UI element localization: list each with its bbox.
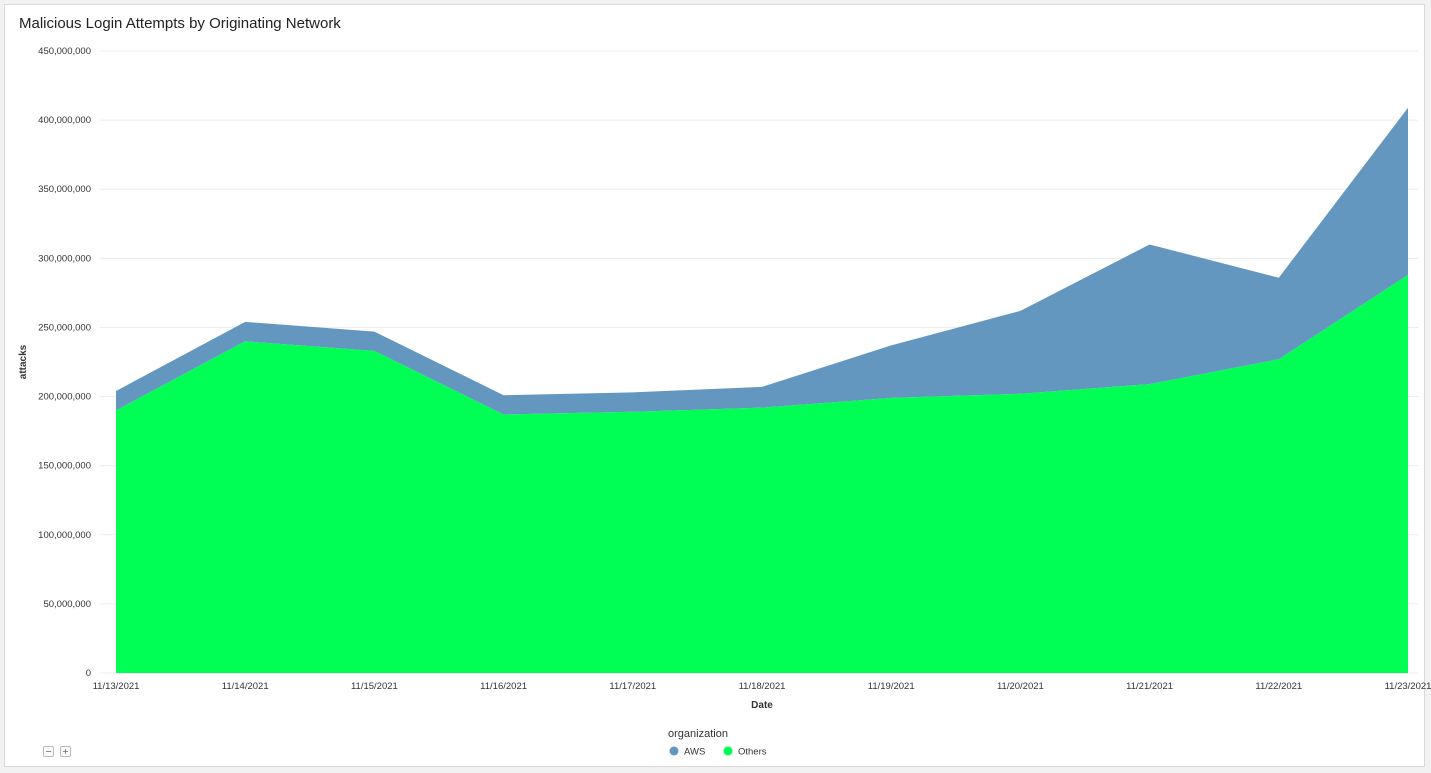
x-tick-label: 11/23/2021 [1385,681,1431,692]
x-tick-label: 11/22/2021 [1255,681,1302,692]
legend: AWS Others [669,746,767,758]
x-tick-label: 11/18/2021 [739,681,786,692]
y-tick-label: 0 [86,668,91,679]
x-tick-label: 11/15/2021 [351,681,398,692]
x-axis-ticks: 11/13/2021 11/14/2021 11/15/2021 11/16/2021… [93,681,1431,692]
zoom-in-button[interactable]: + [60,746,71,757]
area-aws[interactable] [116,107,1408,415]
y-tick-label: 450,000,000 [38,46,91,57]
zoom-out-button[interactable]: − [43,746,54,757]
x-tick-label: 11/13/2021 [93,681,140,692]
y-tick-label: 150,000,000 [38,461,91,472]
x-tick-label: 11/21/2021 [1126,681,1173,692]
x-tick-label: 11/17/2021 [609,681,656,692]
chart-title: Malicious Login Attempts by Originating … [19,15,341,32]
x-tick-label: 11/19/2021 [868,681,915,692]
x-tick-label: 11/14/2021 [222,681,269,692]
x-axis-title: Date [751,700,773,711]
y-tick-label: 50,000,000 [43,599,91,610]
y-tick-label: 200,000,000 [38,392,91,403]
y-tick-label: 250,000,000 [38,322,91,333]
y-tick-label: 350,000,000 [38,184,91,195]
legend-swatch-aws[interactable] [669,746,679,756]
y-tick-label: 400,000,000 [38,115,91,126]
y-tick-label: 300,000,000 [38,253,91,264]
x-tick-label: 11/16/2021 [480,681,527,692]
legend-swatch-others[interactable] [723,746,733,756]
area-others[interactable] [116,274,1408,673]
y-axis-ticks: 0 50,000,000 100,000,000 150,000,000 200,000… [38,46,91,679]
y-axis-title: attacks [18,344,29,379]
legend-title: organization [668,728,728,740]
x-tick-label: 11/20/2021 [997,681,1044,692]
y-tick-label: 100,000,000 [38,530,91,541]
series-areas [116,107,1408,673]
legend-label-aws[interactable]: AWS [684,747,705,758]
legend-label-others[interactable]: Others [738,747,767,758]
